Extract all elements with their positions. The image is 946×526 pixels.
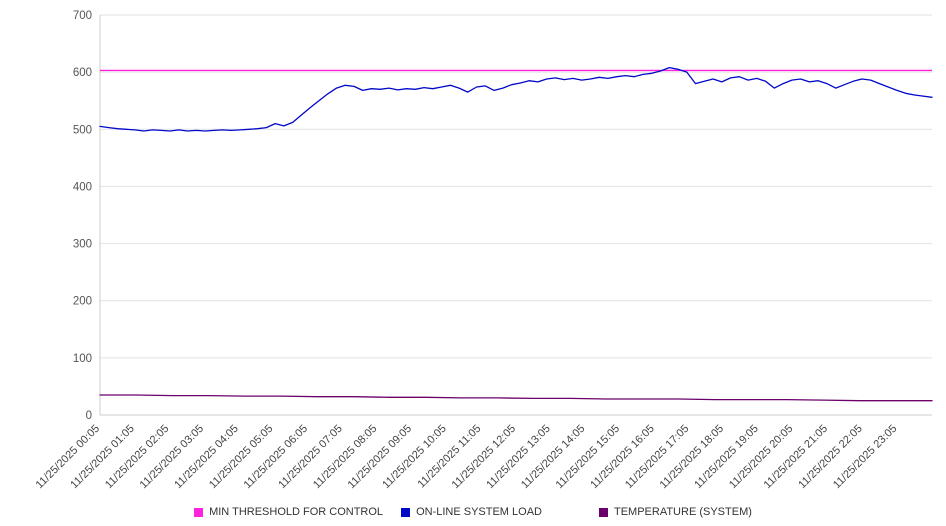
legend-item-system-load[interactable]: ON-LINE SYSTEM LOAD: [401, 506, 542, 518]
y-tick-label: 300: [73, 239, 92, 251]
x-tick-label: 11/25/2025 03:05: [138, 423, 206, 491]
legend-item-min-threshold[interactable]: MIN THRESHOLD FOR CONTROL: [194, 506, 383, 518]
x-tick-label: 11/25/2025 20:05: [727, 423, 795, 491]
x-tick-label: 11/25/2025 10:05: [380, 423, 448, 491]
series-line-1: [99, 66, 933, 132]
x-tick-label: 11/25/2025 18:05: [658, 423, 726, 491]
chart-legend: MIN THRESHOLD FOR CONTROL ON-LINE SYSTEM…: [0, 506, 946, 518]
x-tick-label: 11/25/2025 04:05: [172, 423, 240, 491]
y-tick-label: 600: [73, 67, 92, 79]
temperature-swatch-icon: [598, 507, 608, 517]
y-tick-label: 400: [73, 181, 92, 193]
x-tick-label: 11/25/2025 22:05: [796, 423, 864, 491]
legend-label-system-load: ON-LINE SYSTEM LOAD: [416, 506, 542, 518]
min-threshold-swatch-icon: [194, 507, 204, 517]
x-tick-label: 11/25/2025 13:05: [484, 423, 552, 491]
system-load-swatch-icon: [401, 507, 411, 517]
x-tick-label: 11/25/2025 08:05: [311, 423, 379, 491]
x-tick-label: 11/25/2025 01:05: [68, 423, 136, 491]
legend-item-temperature[interactable]: TEMPERATURE (SYSTEM): [598, 506, 752, 518]
x-tick-label: 11/25/2025 21:05: [762, 423, 830, 491]
series-line-2: [99, 394, 933, 402]
x-tick-label: 11/25/2025 11:05: [416, 423, 484, 491]
x-tick-label: 11/25/2025 23:05: [831, 423, 899, 491]
chart-area: 0 100 200 300 400 500 600 700 11/25/2025 00:05 11…: [34, 10, 933, 491]
y-tick-label: 0: [86, 410, 92, 422]
x-tick-label: 11/25/2025 16:05: [588, 423, 656, 491]
x-tick-label: 11/25/2025 09:05: [346, 423, 414, 491]
y-tick-label: 700: [73, 10, 92, 22]
x-tick-label: 11/25/2025 05:05: [207, 423, 275, 491]
x-tick-label: 11/25/2025 15:05: [554, 423, 622, 491]
x-tick-label: 11/25/2025 19:05: [692, 423, 760, 491]
x-tick-label: 11/25/2025 06:05: [242, 423, 310, 491]
x-tick-label: 11/25/2025 02:05: [103, 423, 171, 491]
x-tick-label: 11/25/2025 14:05: [519, 423, 587, 491]
legend-label-temperature: TEMPERATURE (SYSTEM): [613, 506, 752, 518]
x-tick-label: 11/25/2025 07:05: [276, 423, 344, 491]
y-tick-label: 500: [73, 124, 92, 136]
x-tick-label: 11/25/2025 12:05: [450, 423, 518, 491]
legend-label-min-threshold: MIN THRESHOLD FOR CONTROL: [209, 506, 384, 518]
y-tick-label: 100: [73, 353, 92, 365]
x-tick-label: 11/25/2025 00:05: [34, 423, 102, 491]
y-tick-label: 200: [73, 296, 92, 308]
x-tick-label: 11/25/2025 17:05: [623, 423, 691, 491]
